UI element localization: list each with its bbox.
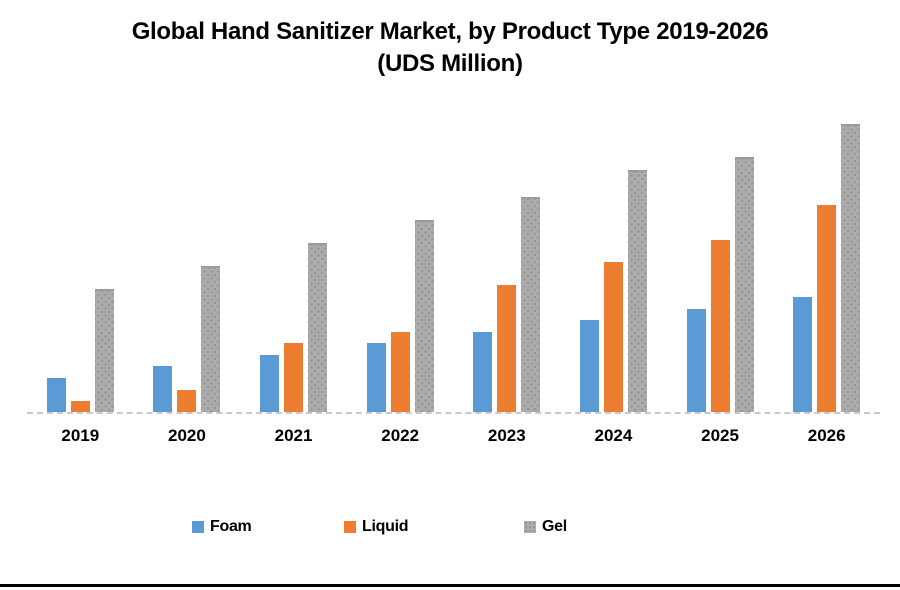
bar-group-2019 xyxy=(27,95,134,412)
legend-label-liquid: Liquid xyxy=(362,518,409,535)
bar-group-2021 xyxy=(240,95,347,412)
x-axis-label-2025: 2025 xyxy=(701,426,739,445)
bar-gel-2026 xyxy=(841,124,861,412)
plot-area xyxy=(27,95,880,414)
bar-gel-2019 xyxy=(94,289,114,412)
bar-group-2022 xyxy=(347,95,454,412)
chart-title-line1: Global Hand Sanitizer Market, by Product… xyxy=(131,18,769,45)
bar-group-2024 xyxy=(560,95,667,412)
legend-label-foam: Foam xyxy=(210,518,252,535)
chart-title: Global Hand Sanitizer Market, by Product… xyxy=(0,16,900,79)
bar-gel-2020 xyxy=(201,266,221,412)
x-axis-labels: 2019 2020 2021 2022 2023 2024 2025 2026 xyxy=(27,426,880,446)
legend-swatch-foam xyxy=(192,521,204,533)
bar-foam-2020 xyxy=(153,366,173,412)
legend-swatch-gel xyxy=(524,521,536,533)
bottom-border-line xyxy=(0,584,900,587)
bar-foam-2025 xyxy=(686,309,706,412)
bar-liquid-2019 xyxy=(70,401,90,412)
bar-group-2026 xyxy=(773,95,880,412)
bar-foam-2026 xyxy=(793,297,813,412)
legend-item-liquid: Liquid xyxy=(344,518,408,536)
legend-swatch-liquid xyxy=(344,521,356,533)
bar-liquid-2025 xyxy=(710,240,730,412)
x-axis-label-2024: 2024 xyxy=(594,426,633,445)
legend: Foam Liquid Gel xyxy=(0,518,900,540)
legend-item-foam: Foam xyxy=(192,518,252,536)
bar-gel-2023 xyxy=(521,197,541,412)
bar-liquid-2021 xyxy=(284,343,304,412)
x-axis-label-2021: 2021 xyxy=(274,426,313,445)
chart-title-line2: (UDS Million) xyxy=(377,49,523,77)
x-axis-label-2019: 2019 xyxy=(61,426,100,445)
legend-label-gel: Gel xyxy=(542,518,567,535)
bar-liquid-2024 xyxy=(603,262,623,412)
bar-foam-2019 xyxy=(46,378,66,412)
bar-gel-2024 xyxy=(627,170,647,412)
bar-liquid-2023 xyxy=(497,285,517,412)
bar-foam-2022 xyxy=(366,343,386,412)
x-axis-label-2020: 2020 xyxy=(168,426,206,445)
x-axis-label-2023: 2023 xyxy=(487,426,526,445)
bar-liquid-2022 xyxy=(390,332,410,412)
bar-liquid-2020 xyxy=(177,390,197,412)
bar-groups xyxy=(27,95,880,412)
bar-gel-2021 xyxy=(308,243,328,412)
x-axis-label-2022: 2022 xyxy=(381,426,420,445)
legend-item-gel: Gel xyxy=(524,518,567,536)
bar-group-2020 xyxy=(134,95,241,412)
bar-gel-2025 xyxy=(734,157,754,412)
bar-foam-2021 xyxy=(260,355,280,412)
bar-liquid-2026 xyxy=(817,205,837,412)
x-axis-label-2026: 2026 xyxy=(807,426,846,445)
bar-group-2023 xyxy=(454,95,561,412)
bar-gel-2022 xyxy=(414,220,434,412)
bar-foam-2023 xyxy=(473,332,493,412)
bar-foam-2024 xyxy=(579,320,599,412)
bar-group-2025 xyxy=(667,95,774,412)
